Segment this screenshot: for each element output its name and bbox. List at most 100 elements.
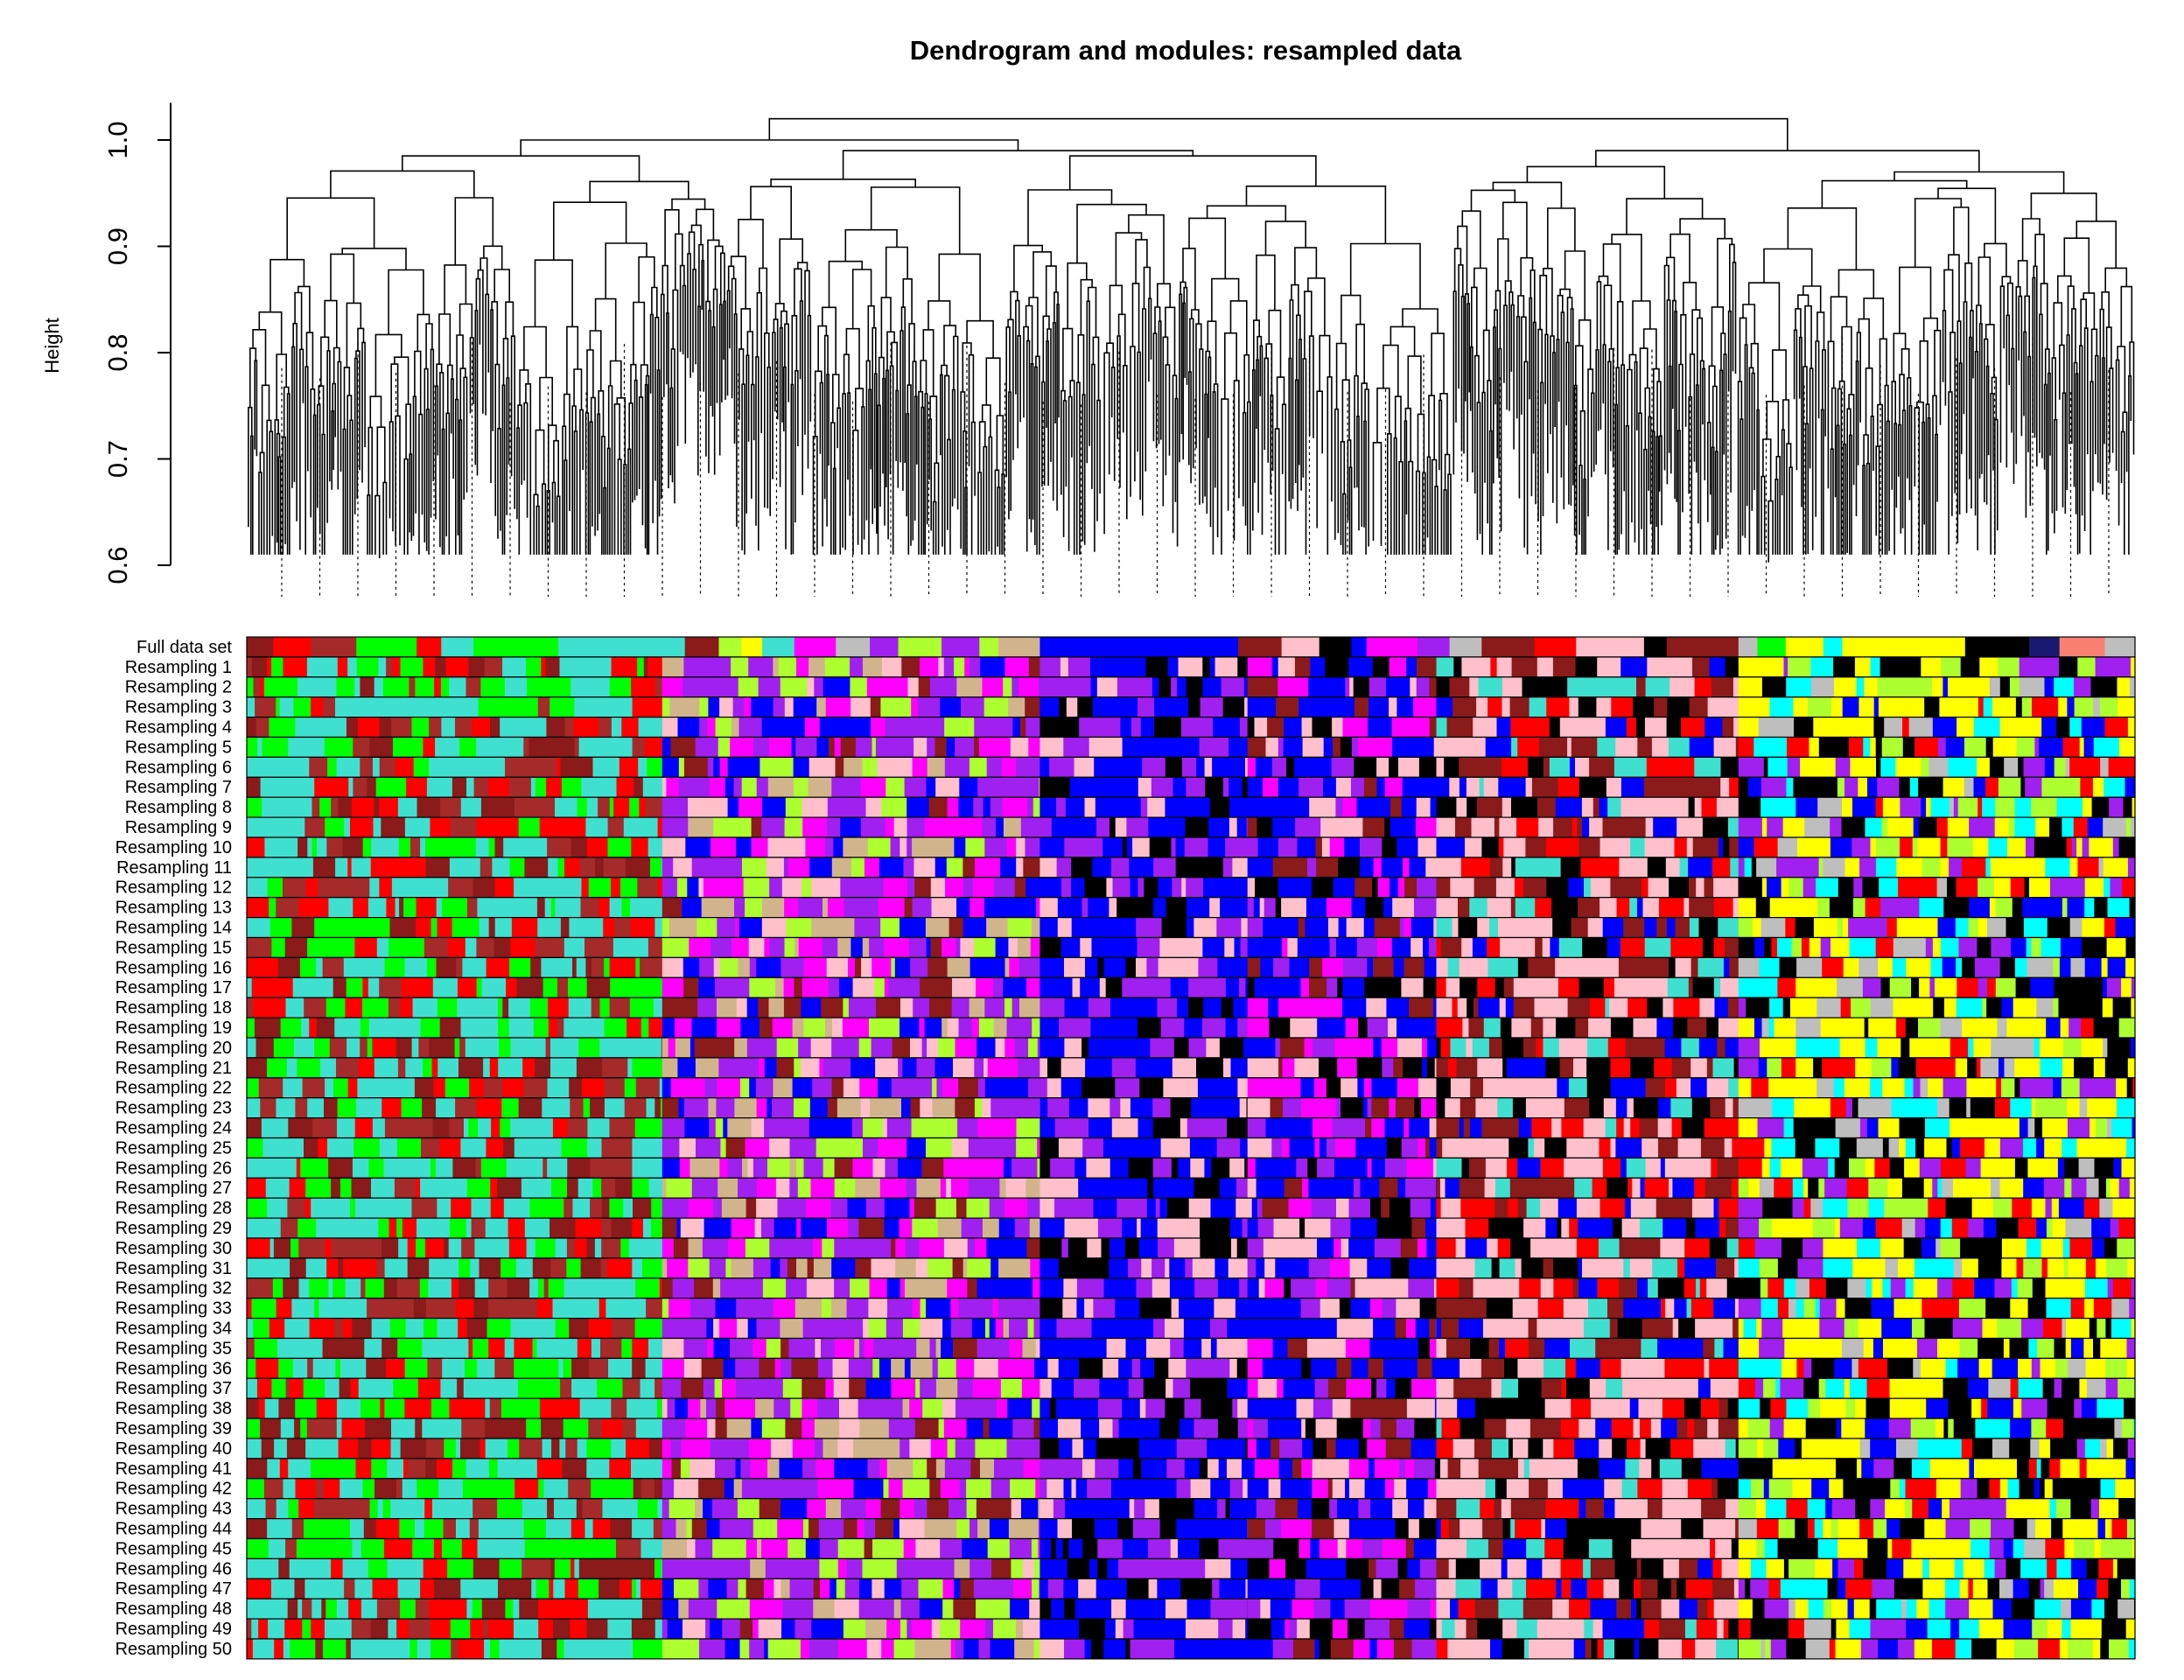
module-segment [609,998,631,1018]
module-segment [836,917,855,938]
module-segment [745,1238,770,1258]
module-segment [1607,797,1622,818]
module-segment [662,1278,674,1298]
module-segment [555,737,576,758]
module-segment [831,1077,844,1098]
module-segment [1725,1038,1740,1058]
module-segment [874,977,886,998]
module-segment [543,1278,550,1298]
module-segment [1461,656,1481,677]
module-segment [1732,1318,1740,1339]
module-segment [641,897,663,918]
module-segment [326,1257,339,1278]
module-segment [1315,1278,1328,1298]
module-segment [1800,757,1812,778]
module-segment [1738,1057,1760,1078]
module-segment [1915,1378,1928,1399]
module-segment [1718,837,1724,858]
module-segment [2008,1038,2035,1058]
module-segment [1074,1077,1082,1098]
module-segment [348,1218,363,1238]
module-segment [1756,1318,1762,1339]
module-segment [2104,1238,2118,1258]
module-segment [2131,1318,2136,1339]
module-segment [927,757,946,778]
module-segment [1351,777,1365,798]
module-segment [570,1097,584,1118]
module-segment [1098,998,1111,1018]
module-segment [834,737,842,758]
module-segment [865,1378,892,1399]
module-segment [1182,757,1197,778]
module-segment [1738,1358,1760,1379]
module-row [246,1337,2136,1359]
module-segment [1415,1318,1430,1339]
module-segment [1606,1018,1612,1038]
module-segment [385,696,398,718]
module-segment [1527,737,1540,758]
module-segment [1432,1158,1438,1179]
module-segment [892,1038,911,1058]
module-segment [488,1278,508,1298]
module-segment [2064,1158,2080,1179]
module-segment [1921,656,1942,677]
module-segment [1433,998,1438,1018]
module-segment [2054,1038,2064,1058]
module-segment [1273,1218,1300,1238]
module-segment [347,656,358,677]
module-segment [1091,1178,1114,1199]
module-segment [916,1338,931,1359]
module-segment [1755,897,1771,918]
module-segment [787,1257,797,1278]
module-segment [1922,1198,1928,1219]
module-segment [511,917,538,938]
module-segment [1368,737,1378,758]
module-segment [1818,1378,1826,1399]
module-segment [1895,757,1922,778]
module-segment [1815,1038,1841,1058]
module-segment [1002,797,1017,818]
module-segment [1851,998,1872,1018]
module-segment [561,1138,588,1158]
module-segment [2082,1318,2090,1339]
module-segment [459,1038,466,1058]
module-segment [1722,717,1734,738]
module-segment [283,656,308,677]
module-segment [257,1057,268,1078]
module-segment [1834,1158,1850,1179]
module-segment [852,1158,874,1179]
module-segment [840,737,857,758]
module-segment [845,676,850,697]
module-segment [1825,737,1850,758]
module-segment [264,1398,279,1419]
module-segment [2068,1257,2082,1278]
module-segment [1949,857,1963,878]
module-segment [850,676,868,697]
module-segment [528,1158,543,1179]
module-segment [1614,757,1628,778]
module-segment [637,1257,643,1278]
module-segment [352,1318,373,1339]
module-segment [1517,1198,1528,1219]
module-segment [247,737,258,758]
module-segment [727,797,739,818]
module-segment [350,817,374,837]
module-segment [940,696,962,718]
module-segment [569,917,583,938]
module-segment [1110,998,1126,1018]
module-segment [666,1178,693,1199]
module-segment [599,998,611,1018]
module-segment [978,1018,995,1038]
module-segment [946,1178,952,1199]
module-segment [524,857,549,878]
module-segment [1239,1338,1249,1359]
module-segment [1278,998,1298,1018]
module-segment [2085,1358,2106,1379]
module-segment [247,797,262,818]
module-segment [1494,1178,1511,1199]
module-segment [1403,1057,1423,1078]
module-segment [1677,1138,1702,1158]
module-segment [788,857,810,878]
module-segment [1335,797,1344,818]
module-segment [1782,1318,1797,1339]
